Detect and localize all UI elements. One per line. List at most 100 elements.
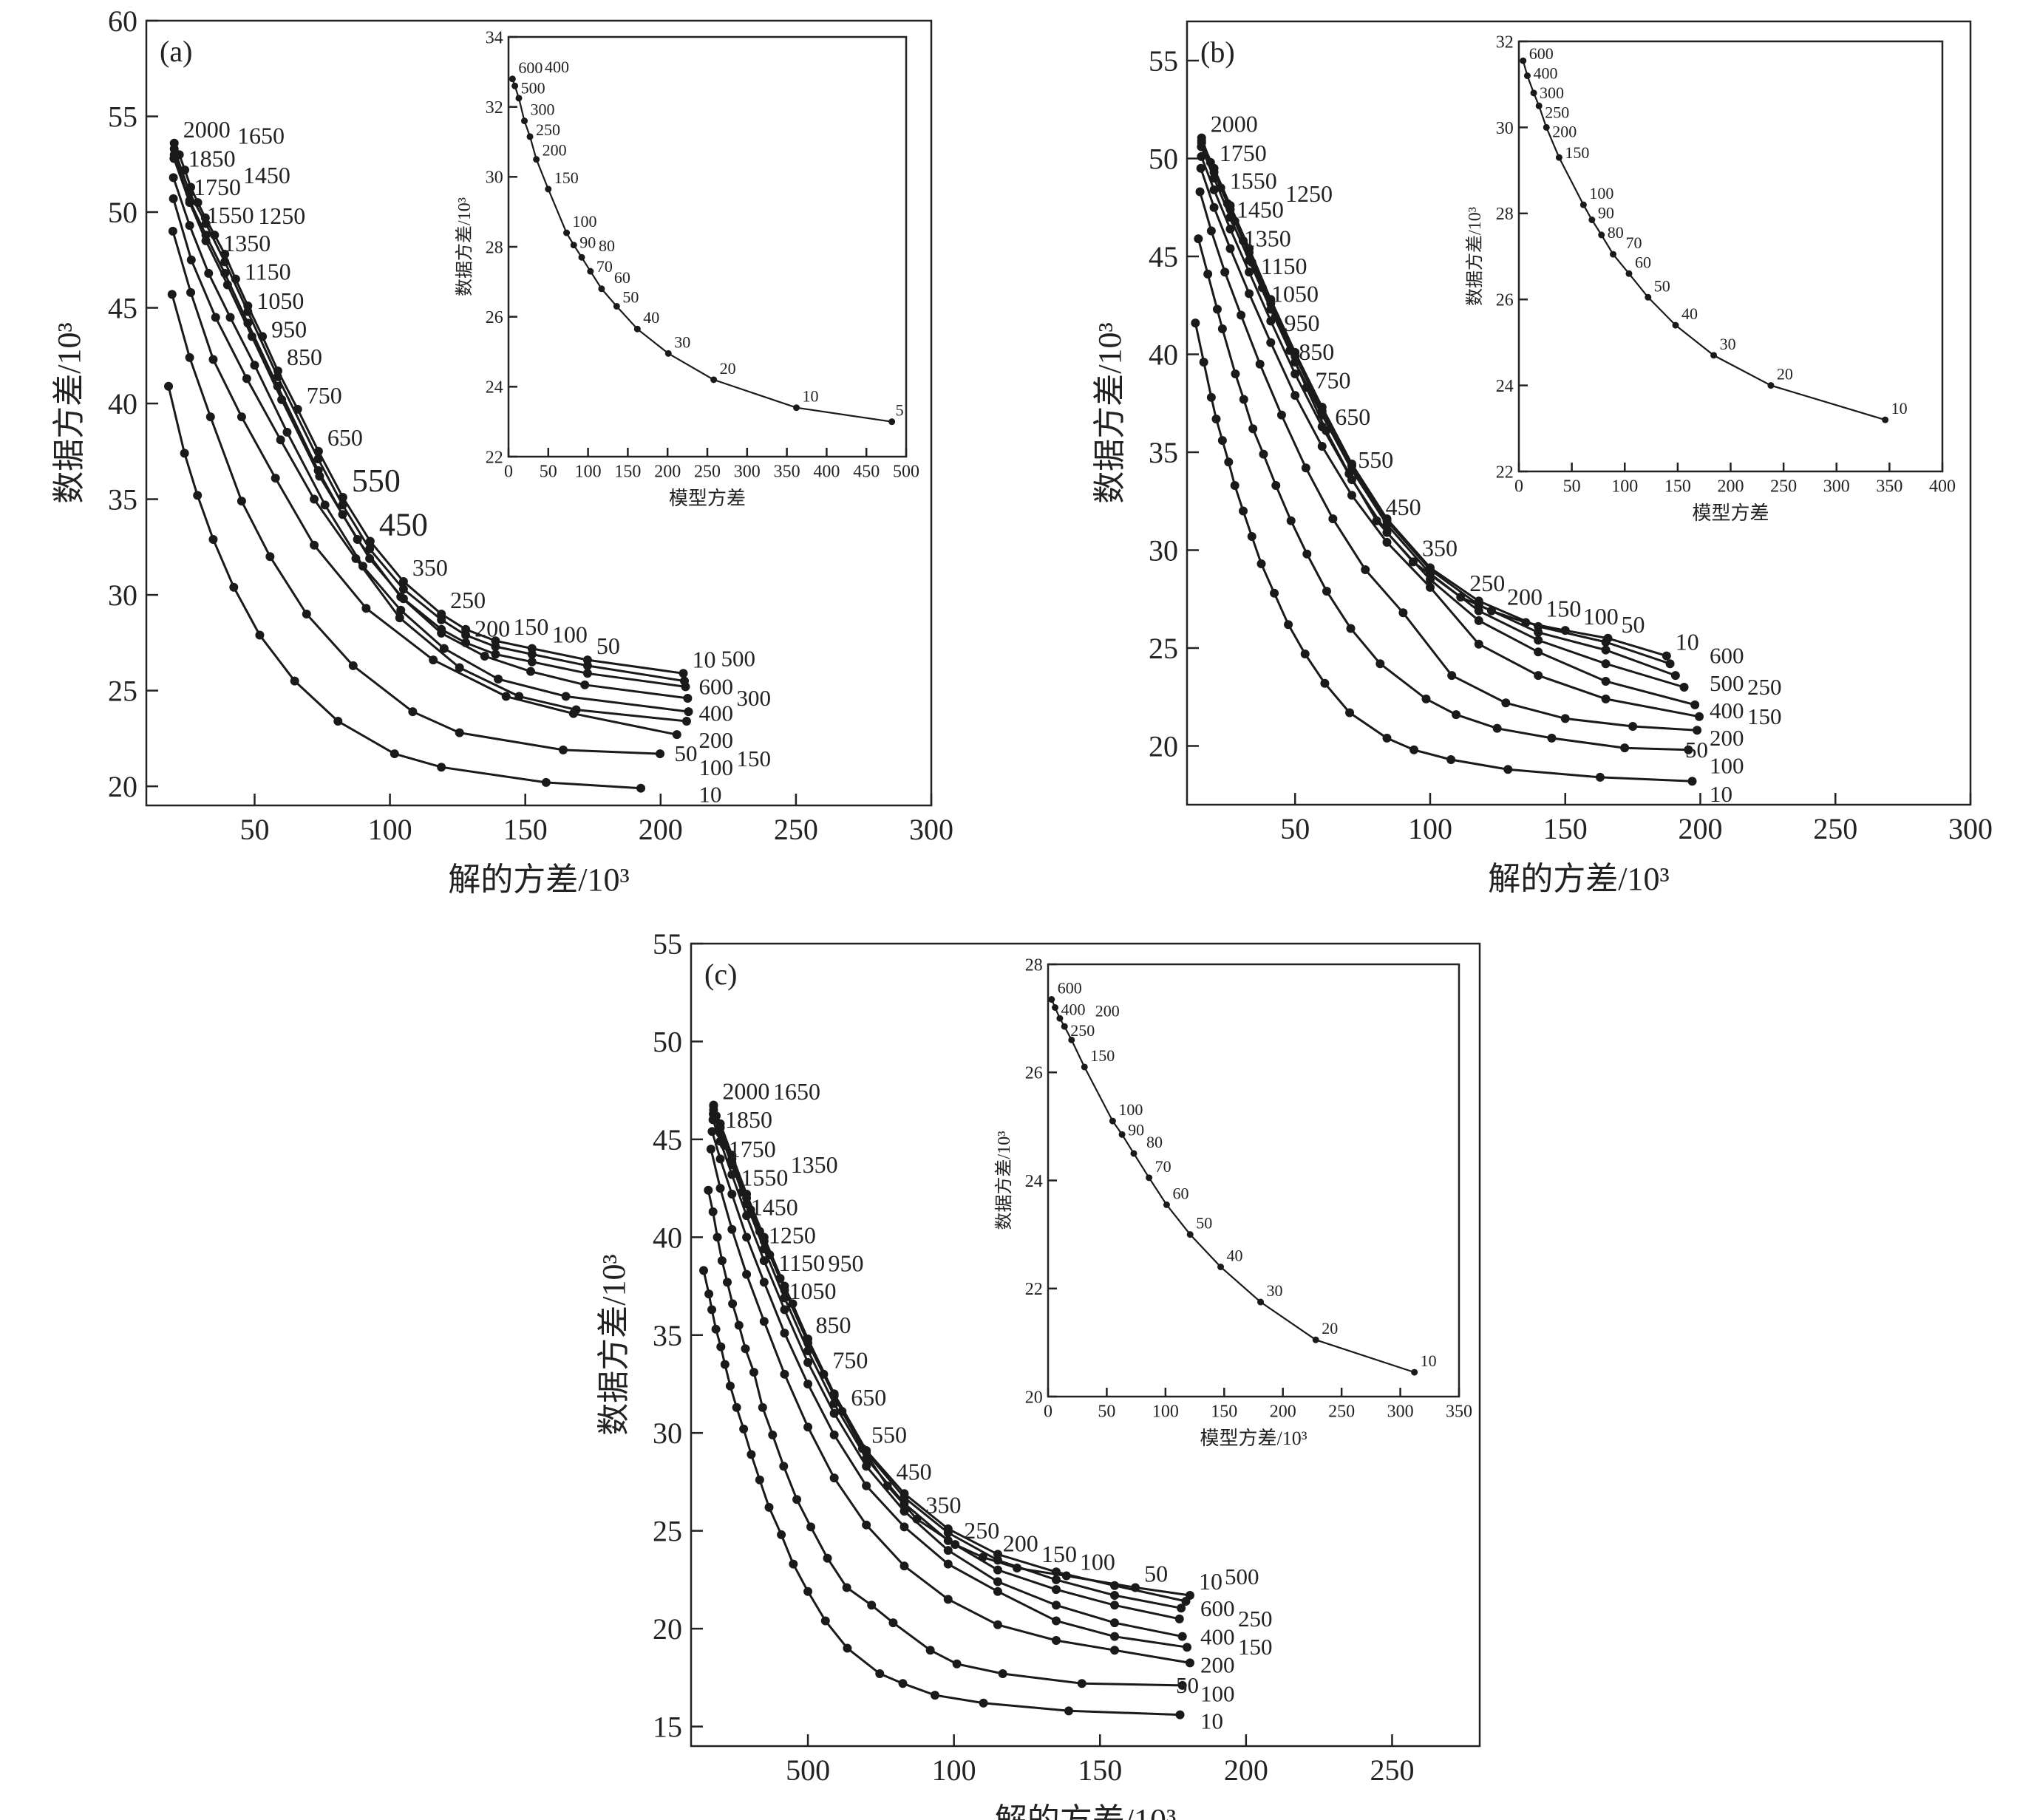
data-point xyxy=(310,494,319,504)
inset-curve-line xyxy=(1522,60,1885,421)
data-point xyxy=(1199,358,1208,367)
data-point xyxy=(290,676,299,686)
data-point xyxy=(1266,304,1276,314)
data-point xyxy=(720,1360,730,1369)
data-point xyxy=(862,1481,871,1490)
point-label: 1250 xyxy=(1285,180,1333,207)
data-point xyxy=(480,651,489,661)
data-point xyxy=(1231,369,1240,378)
data-point xyxy=(1474,606,1483,616)
inset-point-label: 80 xyxy=(1608,223,1624,242)
data-point xyxy=(1195,187,1205,197)
data-point xyxy=(725,1381,735,1391)
y-tick-label: 28 xyxy=(1496,205,1514,224)
data-point xyxy=(1375,659,1385,669)
data-point xyxy=(180,449,189,458)
y-tick-label: 20 xyxy=(653,1612,682,1646)
data-point xyxy=(742,1269,752,1279)
point-label: 10 xyxy=(693,646,716,672)
y-tick-label: 40 xyxy=(1149,338,1178,372)
data-point xyxy=(1239,506,1248,516)
curve-label: 200 xyxy=(699,727,734,753)
data-point xyxy=(201,219,211,228)
data-point xyxy=(1110,1601,1120,1610)
data-point xyxy=(1534,647,1543,657)
data-point xyxy=(1601,659,1611,669)
data-point xyxy=(1051,1575,1061,1584)
point-label: 1150 xyxy=(245,259,291,285)
x-tick-label: 150 xyxy=(1078,1753,1122,1787)
inset-data-point xyxy=(1061,1023,1068,1030)
point-label: 100 xyxy=(552,621,588,648)
y-tick-label: 55 xyxy=(653,927,682,961)
data-point xyxy=(208,355,218,364)
y-tick-label: 30 xyxy=(653,1417,682,1450)
inset-data-point xyxy=(888,418,896,426)
y-tick-label: 30 xyxy=(1149,534,1178,568)
inset-data-point xyxy=(793,404,800,412)
point-label: 250 xyxy=(1469,570,1505,596)
plot-frame xyxy=(1186,20,1972,806)
data-point xyxy=(1670,671,1680,681)
curve-label: 10 xyxy=(699,782,722,808)
curve-label: 400 xyxy=(1200,1623,1235,1649)
curve-10 xyxy=(1191,318,1697,786)
point-label: 150 xyxy=(1041,1541,1077,1567)
point-label: 650 xyxy=(327,424,363,451)
inset-point-label: 30 xyxy=(674,333,690,351)
y-tick-label: 26 xyxy=(486,308,503,327)
inset-y-axis-label: 数据方差/10³ xyxy=(994,1131,1014,1230)
curve-200 xyxy=(1197,151,1700,709)
data-point xyxy=(1534,627,1543,637)
data-point xyxy=(679,669,688,678)
x-tick-label: 100 xyxy=(575,463,602,482)
inset-data-point xyxy=(598,285,605,293)
curve-label: 200 xyxy=(1200,1652,1235,1678)
inset-y-axis-label: 数据方差/10³ xyxy=(455,197,475,296)
data-point xyxy=(862,1520,871,1530)
inset-data-point xyxy=(1118,1131,1126,1138)
data-point xyxy=(271,474,280,483)
inset-data-point xyxy=(1710,352,1718,359)
curve-line xyxy=(172,198,687,723)
curve-label: 500 xyxy=(1225,1564,1259,1589)
y-tick-label: 35 xyxy=(1149,436,1178,469)
data-point xyxy=(993,1555,1002,1565)
x-tick-label: 200 xyxy=(1270,1403,1296,1422)
data-point xyxy=(1347,465,1356,474)
data-point xyxy=(1209,174,1219,183)
data-point xyxy=(867,1601,877,1610)
x-tick-label: 250 xyxy=(1328,1403,1355,1422)
y-tick-label: 20 xyxy=(1025,1388,1043,1407)
data-point xyxy=(759,1317,769,1326)
data-point xyxy=(1628,722,1638,731)
y-axis-label: 数据方差/10³ xyxy=(51,322,87,503)
data-point xyxy=(704,1185,713,1195)
inset-data-point xyxy=(1048,996,1055,1003)
inset-background xyxy=(1048,964,1459,1397)
inset-point-label: 20 xyxy=(1322,1319,1338,1337)
curve-50 xyxy=(704,1185,1187,1690)
data-point xyxy=(739,1424,749,1434)
inset-point-label: 30 xyxy=(1720,335,1736,353)
data-point xyxy=(1206,392,1216,402)
data-point xyxy=(168,226,177,236)
inset-data-point xyxy=(515,95,523,102)
data-point xyxy=(742,1233,752,1242)
point-label: 550 xyxy=(352,463,401,499)
panel-c: 500100150200250152025303540455055解的方差/10… xyxy=(596,927,1481,1820)
inset-point-label: 600 xyxy=(1058,979,1082,998)
point-label: 1350 xyxy=(791,1151,838,1178)
data-point xyxy=(792,1495,802,1504)
y-tick-label: 26 xyxy=(1496,291,1514,310)
x-tick-label: 0 xyxy=(504,463,513,482)
point-label: 1350 xyxy=(1244,225,1291,251)
inset-data-point xyxy=(1130,1150,1137,1157)
point-label: 200 xyxy=(1507,584,1543,610)
curve-label: 200 xyxy=(1710,725,1744,751)
x-tick-label: 450 xyxy=(853,463,880,482)
data-point xyxy=(439,644,449,653)
data-point xyxy=(789,1559,798,1569)
curve-line xyxy=(173,149,685,683)
